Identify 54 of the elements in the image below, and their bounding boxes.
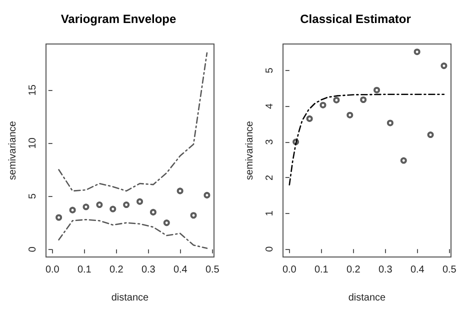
point [123,202,130,208]
point [440,62,448,70]
x-tick-label: 0.2 [346,264,361,276]
point [360,96,367,103]
x-tick-label: 0.3 [141,264,156,276]
point [82,204,90,210]
x-tick-label: 0.4 [410,264,425,276]
x-axis-title: distance [348,292,386,304]
x-tick-label: 0.5 [442,264,457,276]
point [400,157,407,164]
x-tick-label: 0.0 [45,264,60,276]
y-tick-label: 2 [264,174,276,180]
point [306,115,313,122]
x-tick-label: 0.1 [314,264,329,276]
y-tick-label: 0 [264,246,276,252]
y-tick-label: 15 [28,84,38,96]
x-axis-title: distance [111,292,150,304]
point [69,206,76,214]
point [386,120,394,126]
y-tick-label: 5 [264,67,276,74]
x-tick-label: 0.1 [77,264,92,276]
y-axis-title: semivariance [8,120,18,180]
x-tick-label: 0.4 [173,264,188,276]
line-series [58,218,208,249]
x-tick-label: 0.0 [282,264,297,276]
y-tick-label: 0 [28,246,38,252]
y-tick-label: 5 [28,193,38,200]
y-tick-label: 4 [264,102,276,109]
point [190,212,197,219]
y-tick-label: 10 [28,137,38,149]
point [414,48,420,56]
point [346,112,354,118]
point [427,132,434,138]
chart-title: Classical Estimator [300,12,412,26]
point [96,202,103,208]
point [150,208,156,216]
y-tick-label: 1 [264,210,276,216]
chart-title: Variogram Envelope [60,12,177,26]
point [110,206,116,212]
y-tick-label: 3 [264,138,276,145]
y-axis-title: semivariance [244,120,256,180]
point [374,86,380,94]
x-tick-label: 0.5 [205,264,220,276]
line-series [288,94,445,186]
x-tick-label: 0.2 [109,264,124,276]
point [56,214,62,221]
point [163,220,170,226]
x-tick-label: 0.3 [378,264,393,276]
point [204,192,210,198]
point [136,198,144,205]
line-series [58,52,208,192]
point [320,102,326,108]
point [333,96,340,104]
point [176,188,184,194]
